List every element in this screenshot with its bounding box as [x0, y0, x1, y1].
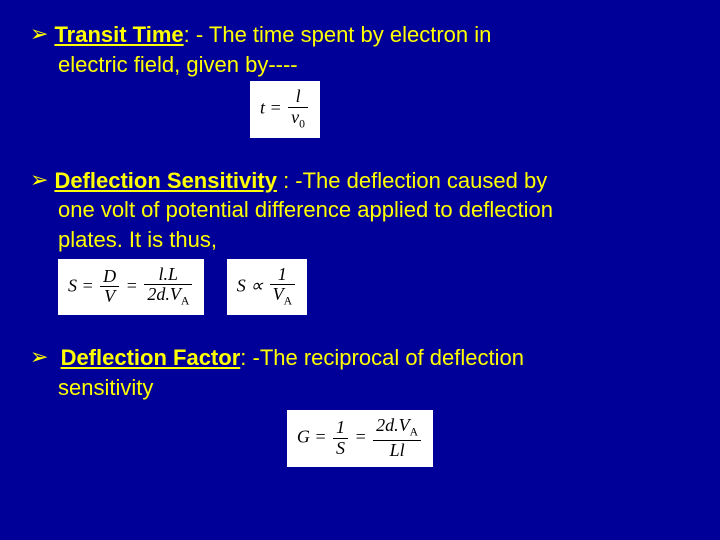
line1: Deflection Sensitivity : -The deflection…	[54, 166, 547, 196]
num: l.L	[144, 265, 192, 286]
fraction2: 2d.VA Ll	[373, 416, 421, 460]
bullet-row: ➢ Deflection Factor: -The reciprocal of …	[30, 343, 690, 373]
term: Deflection Factor	[61, 345, 241, 370]
num: 1	[333, 418, 348, 439]
item-deflection-sensitivity: ➢ Deflection Sensitivity : -The deflecti…	[30, 166, 690, 315]
lhs: S	[68, 275, 77, 295]
tail: : -The deflection caused by	[277, 168, 547, 193]
term: Deflection Sensitivity	[54, 168, 277, 193]
fraction: 1 VA	[270, 265, 295, 309]
formula-sensitivity-prop: S ∝ 1 VA	[227, 259, 307, 315]
den: v0	[288, 108, 308, 131]
line2: electric field, given by----	[58, 50, 690, 80]
bullet-row: ➢ Deflection Sensitivity : -The deflecti…	[30, 166, 690, 196]
bullet-icon: ➢	[30, 166, 48, 195]
formula-row: S = D V = l.L 2d.VA S ∝ 1 VA	[58, 259, 690, 315]
num: l	[288, 87, 308, 108]
tail: : -The reciprocal of deflection	[240, 345, 524, 370]
lhs: t	[260, 98, 265, 118]
lhs: S	[237, 275, 246, 295]
den: 2d.VA	[144, 285, 192, 308]
line1: Deflection Factor: -The reciprocal of de…	[54, 343, 524, 373]
formula-sensitivity-main: S = D V = l.L 2d.VA	[58, 259, 204, 315]
den: S	[333, 439, 348, 459]
den: VA	[270, 285, 295, 308]
den: V	[100, 287, 119, 307]
formula-transit: t = l v0	[250, 81, 690, 137]
item-transit-time: ➢ Transit Time: - The time spent by elec…	[30, 20, 690, 138]
formula-factor: G = 1 S = 2d.VA Ll	[30, 410, 690, 466]
bullet-icon: ➢	[30, 20, 48, 49]
num: 1	[270, 265, 295, 286]
fraction1: D V	[100, 267, 119, 308]
formula-box: t = l v0	[250, 81, 320, 137]
num: 2d.VA	[373, 416, 421, 440]
fraction2: l.L 2d.VA	[144, 265, 192, 309]
fraction: l v0	[288, 87, 308, 131]
line3: plates. It is thus,	[58, 225, 690, 255]
fraction1: 1 S	[333, 418, 348, 459]
bullet-row: ➢ Transit Time: - The time spent by elec…	[30, 20, 690, 50]
line1: Transit Time: - The time spent by electr…	[54, 20, 491, 50]
den: Ll	[373, 441, 421, 461]
item-deflection-factor: ➢ Deflection Factor: -The reciprocal of …	[30, 343, 690, 467]
lhs: G	[297, 427, 310, 447]
term: Transit Time	[54, 22, 183, 47]
formula-box: G = 1 S = 2d.VA Ll	[287, 410, 433, 466]
rel: ∝	[250, 275, 263, 295]
line2: sensitivity	[58, 373, 690, 403]
num: D	[100, 267, 119, 288]
line2: one volt of potential difference applied…	[58, 195, 690, 225]
tail: : - The time spent by electron in	[184, 22, 492, 47]
bullet-icon: ➢	[30, 343, 48, 372]
